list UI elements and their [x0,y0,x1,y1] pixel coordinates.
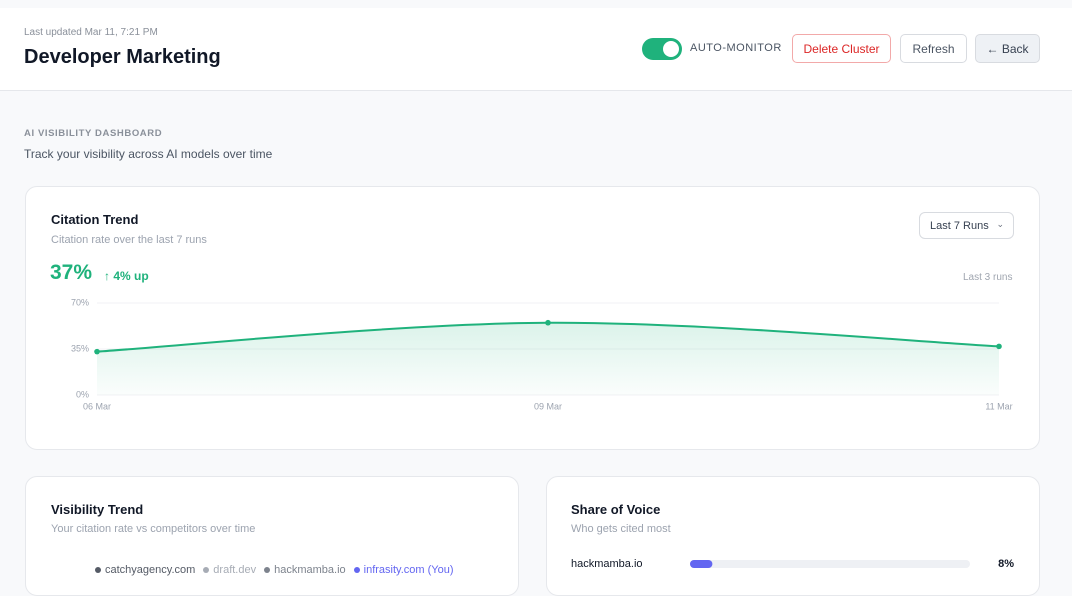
legend-item: catchyagency.com [95,564,195,576]
visibility-card [25,476,519,596]
chart-layer: 0% 35% 70% 06 Mar 09 Mar 11 Mar hackmamba.io 8% [71,297,1014,570]
value-label: 8% [998,558,1014,570]
back-button[interactable]: ← Back [975,34,1040,63]
point [996,343,1002,350]
card-title: Citation Trend [51,212,139,227]
refresh-button[interactable]: Refresh [900,34,967,63]
page: Last updated Mar 11, 7:21 PM Developer M… [0,8,1072,596]
citation-card [25,186,1040,450]
chevron: ⌄ [996,219,1004,229]
legend-label: draft.dev [213,564,257,576]
last-updated: Last updated Mar 11, 7:21 PM [24,27,158,38]
runs-dropdown[interactable]: Last 7 Runs ⌄ [919,212,1014,239]
share-card [546,476,1040,596]
section-eyebrow: AI VISIBILITY DASHBOARD [24,128,163,139]
legend-label: infrasity.com (You) [363,564,454,576]
y-tick-label: 0% [76,389,89,399]
legend: catchyagency.com draft.dev hackmamba.io inf… [95,564,454,576]
dropdown-label: Last 7 Runs [930,219,989,232]
x-tick-label: 11 Mar [985,401,1012,411]
header [0,8,1072,91]
headline-value: 37% [50,261,93,284]
point [94,348,100,355]
bar [690,560,713,568]
delete-button[interactable]: Delete Cluster [792,34,891,63]
x-tick-label: 06 Mar [83,401,111,411]
legend-dot [353,567,360,573]
legend-label: hackmamba.io [274,564,346,576]
legend-dot [203,567,210,573]
legend-item: infrasity.com (You) [353,564,454,576]
legend-item: hackmamba.io [264,564,346,576]
card-subtitle: Who gets cited most [571,523,671,535]
legend-dot [264,567,271,573]
toggle-knob [663,41,679,57]
legend-dot [95,567,101,573]
legend-item: draft.dev [203,564,256,576]
section-subtitle: Track your visibility across AI models o… [24,147,273,161]
y-tick-label: 70% [71,297,89,307]
toggle[interactable] [642,38,682,60]
bar-track [690,560,970,568]
note: Last 3 runs [963,272,1013,283]
card-subtitle: Your citation rate vs competitors over t… [51,523,256,535]
change-label: ↑ 4% up [104,269,149,283]
area [97,322,999,395]
legend-label: catchyagency.com [105,564,196,576]
category-label: hackmamba.io [571,558,643,570]
point [545,319,551,326]
card-subtitle: Citation rate over the last 7 runs [51,234,207,246]
y-tick-label: 35% [71,343,89,353]
x-tick-label: 09 Mar [534,401,562,411]
card-title: Share of Voice [571,502,661,517]
card-title: Visibility Trend [51,502,144,517]
page-title: Developer Marketing [24,46,221,68]
toggle-label: AUTO-MONITOR [690,42,782,54]
